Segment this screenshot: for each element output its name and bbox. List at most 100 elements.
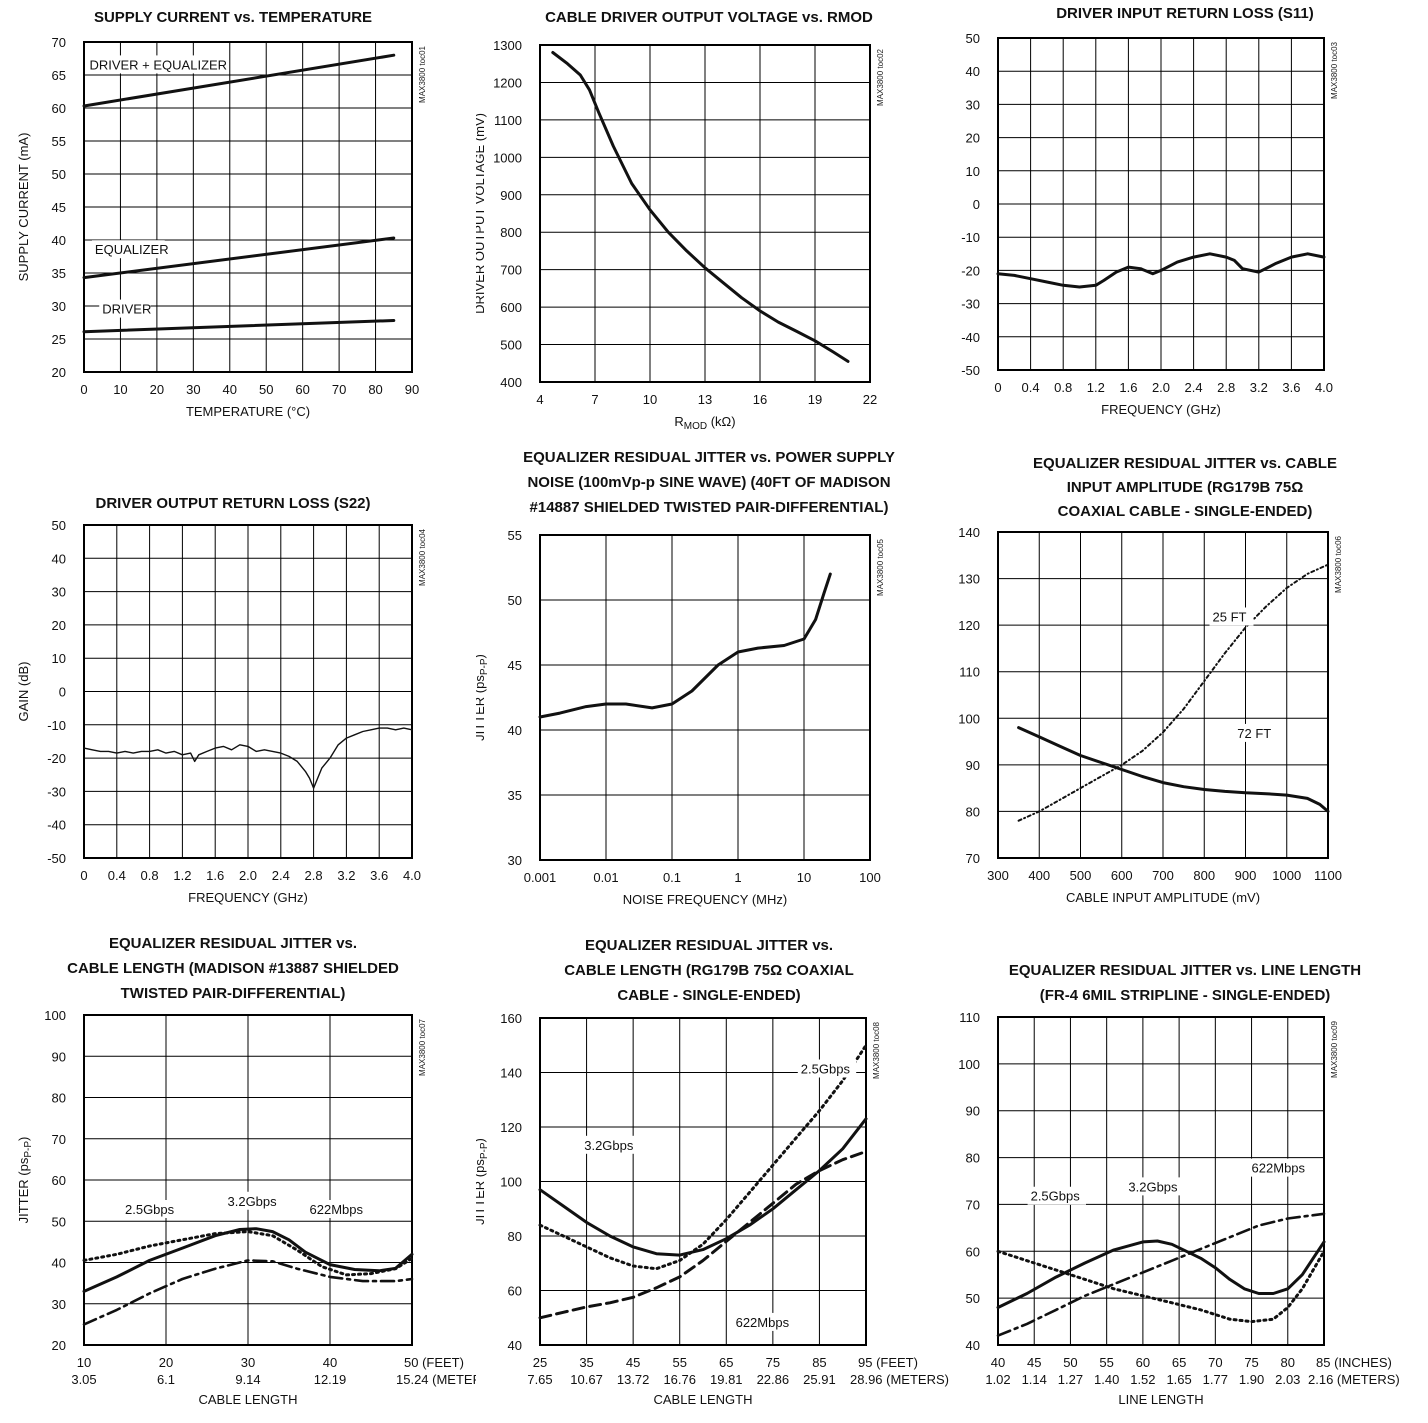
x-tick-label-secondary: 10.67 xyxy=(570,1372,603,1387)
chart-title: EQUALIZER RESIDUAL JITTER vs. xyxy=(585,937,833,954)
x-tick-label: 95 (FEET) xyxy=(858,1355,918,1370)
chart-title: DRIVER INPUT RETURN LOSS (S11) xyxy=(1056,5,1314,22)
y-tick-label: 30 xyxy=(508,853,522,868)
chart-panel-jitter-vs-coax-length: EQUALIZER RESIDUAL JITTER vs. CABLE LENGT… xyxy=(472,925,952,1423)
y-tick-label: 35 xyxy=(508,788,522,803)
series-label-backdrop xyxy=(224,1191,283,1210)
chart-svg: DRIVER OUTPUT RETURN LOSS (S22) 0 0.4 0.8 1.… xyxy=(16,495,427,905)
x-tick-label: 10 xyxy=(77,1355,91,1370)
chart-svg: SUPPLY CURRENT vs. TEMPERATURE 0 10 20 30 40 5… xyxy=(16,9,427,419)
chart-title: TWISTED PAIR-DIFFERENTIAL) xyxy=(121,985,346,1002)
x-tick-label: 0.4 xyxy=(1022,380,1040,395)
x-tick-label-secondary: 22.86 xyxy=(757,1372,790,1387)
series-label-backdrop xyxy=(306,1200,365,1218)
chart-title: EQUALIZER RESIDUAL JITTER vs. CABLE xyxy=(1033,455,1337,472)
x-tick-label: 65 xyxy=(1172,1355,1186,1370)
x-tick-label: 50 xyxy=(259,382,273,397)
x-tick-label: 65 xyxy=(719,1355,733,1370)
y-tick-label: 10 xyxy=(52,651,66,666)
x-tick-label: 85 (INCHES) xyxy=(1316,1355,1392,1370)
chart-title: EQUALIZER RESIDUAL JITTER vs. xyxy=(109,935,357,952)
figure-code: MAX3800 toc09 xyxy=(1330,1020,1339,1077)
y-tick-label: 70 xyxy=(52,1132,66,1147)
y-tick-label: 20 xyxy=(52,618,66,633)
x-tick-label: 90 xyxy=(405,382,419,397)
y-axis-label: SUPPLY CURRENT (mA) xyxy=(16,133,31,282)
x-tick-label: 0 xyxy=(80,868,87,883)
y-tick-label: 50 xyxy=(966,1291,980,1306)
y-tick-label: 40 xyxy=(966,1338,980,1353)
chart-title: NOISE (100mVp-p SINE WAVE) (40FT OF MADI… xyxy=(527,474,890,491)
chart-svg: EQUALIZER RESIDUAL JITTER vs. CABLE INPUT… xyxy=(930,455,1343,905)
x-tick-label-secondary: 1.90 xyxy=(1239,1372,1264,1387)
figure-code: MAX3800 toc08 xyxy=(872,1021,881,1078)
x-tick-label-secondary: 2.16 (METERS) xyxy=(1308,1372,1400,1387)
chart-panel-output-return-loss: DRIVER OUTPUT RETURN LOSS (S22) 0 0.4 0.8 1.… xyxy=(0,440,476,930)
series-label: 3.2Gbps xyxy=(584,1138,634,1153)
y-tick-label: 0 xyxy=(59,685,66,700)
x-tick-label-secondary: 1.40 xyxy=(1094,1372,1119,1387)
y-tick-label: 100 xyxy=(44,1008,66,1023)
y-tick-label: 50 xyxy=(52,167,66,182)
x-tick-label-secondary: 1.27 xyxy=(1058,1372,1083,1387)
plot-frame xyxy=(83,524,413,859)
x-tick-label: 20 xyxy=(150,382,164,397)
series-label-backdrop xyxy=(99,299,151,318)
y-tick-label: -10 xyxy=(961,230,980,245)
x-tick-label: 75 xyxy=(1244,1355,1258,1370)
x-tick-label: 300 xyxy=(987,868,1009,883)
chart-title: DRIVER OUTPUT RETURN LOSS (S22) xyxy=(95,495,370,512)
y-axis-label: JITTER (psP-P) xyxy=(16,1137,34,1224)
y-tick-label: 100 xyxy=(958,711,980,726)
x-tick-label: 10 xyxy=(797,870,811,885)
x-tick-label: 4.0 xyxy=(1315,380,1333,395)
y-tick-label: 40 xyxy=(52,233,66,248)
chart-svg: CABLE DRIVER OUTPUT VOLTAGE vs. RMOD 4 7 10… xyxy=(472,9,885,432)
y-tick-label: 70 xyxy=(966,851,980,866)
figure-code: MAX3800 toc06 xyxy=(1334,535,1343,592)
series-label-backdrop xyxy=(1125,1177,1184,1196)
x-tick-label-secondary: 1.65 xyxy=(1166,1372,1191,1387)
x-tick-label: 2.0 xyxy=(1152,380,1170,395)
series-line xyxy=(82,319,396,334)
x-tick-label: 7 xyxy=(591,392,598,407)
x-tick-label: 40 xyxy=(323,1355,337,1370)
y-tick-label: 10 xyxy=(966,164,980,179)
chart-title: CABLE - SINGLE-ENDED) xyxy=(617,987,800,1004)
y-tick-label: 90 xyxy=(966,758,980,773)
x-tick-label: 40 xyxy=(991,1355,1005,1370)
series-label: DRIVER + EQUALIZER xyxy=(89,57,227,72)
chart-svg: EQUALIZER RESIDUAL JITTER vs. LINE LENGT… xyxy=(930,962,1400,1407)
series-label-backdrop xyxy=(1027,1186,1086,1205)
x-tick-label: 16 xyxy=(753,392,767,407)
x-tick-label: 35 xyxy=(579,1355,593,1370)
series-line xyxy=(996,252,1326,289)
x-tick-label: 3.6 xyxy=(1282,380,1300,395)
x-tick-label-secondary: 15.24 (METERS) xyxy=(396,1372,476,1387)
chart-svg: DRIVER INPUT RETURN LOSS (S11) 0 0.4 0.8 1.2… xyxy=(930,5,1339,417)
series-label-backdrop xyxy=(86,55,225,74)
series-label-backdrop xyxy=(1234,723,1279,742)
x-tick-label: 10 xyxy=(113,382,127,397)
y-tick-label: 100 xyxy=(958,1057,980,1072)
x-tick-label: 2.0 xyxy=(239,868,257,883)
y-tick-label: 35 xyxy=(52,266,66,281)
y-tick-label: 90 xyxy=(52,1049,66,1064)
y-tick-label: 130 xyxy=(958,572,980,587)
y-tick-label: 110 xyxy=(959,1010,980,1025)
x-axis-label: RMOD (kΩ) xyxy=(674,414,735,432)
series-label: 2.5Gbps xyxy=(125,1202,175,1217)
y-tick-label: 30 xyxy=(52,585,66,600)
plot-frame xyxy=(83,1014,413,1346)
x-tick-label-secondary: 13.72 xyxy=(617,1372,650,1387)
y-tick-label: 120 xyxy=(958,618,980,633)
chart-title: CABLE LENGTH (RG179B 75Ω COAXIAL xyxy=(564,962,854,979)
x-tick-label: 22 xyxy=(863,392,877,407)
series-line xyxy=(996,1239,1326,1309)
x-tick-label: 2.8 xyxy=(305,868,323,883)
y-tick-label: 100 xyxy=(500,1175,522,1190)
y-tick-label: 60 xyxy=(52,101,66,116)
x-tick-label: 0.001 xyxy=(524,870,557,885)
x-tick-label: 50 xyxy=(1063,1355,1077,1370)
series-label-backdrop xyxy=(732,1312,791,1331)
